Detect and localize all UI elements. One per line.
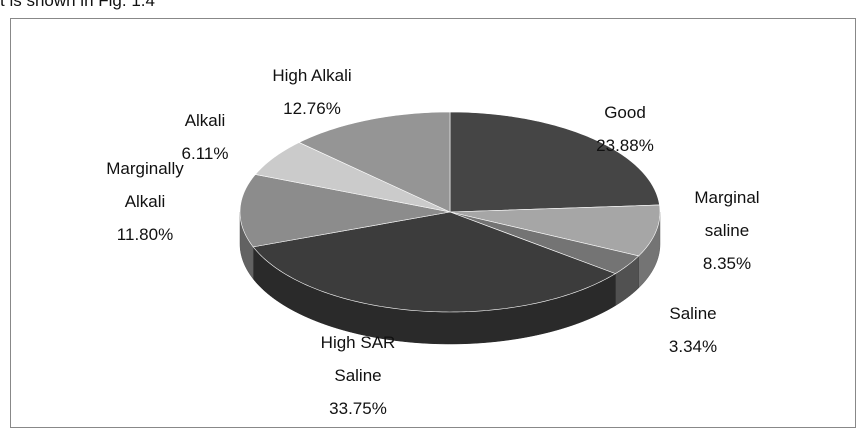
slice xyxy=(254,142,451,213)
slice xyxy=(252,211,617,313)
value-label: 23.88% xyxy=(596,136,654,155)
category-name: Good xyxy=(604,103,646,122)
slice-label: Saline 3.34% xyxy=(653,297,733,363)
value-label: 3.34% xyxy=(668,337,718,356)
category-name: Alkali xyxy=(184,111,226,130)
value-label: 33.75% xyxy=(329,399,387,418)
slice xyxy=(239,174,451,248)
slice xyxy=(449,111,660,213)
slice-label: Marginally Alkali 11.80% xyxy=(88,152,203,251)
category-name: Marginal saline xyxy=(694,188,760,240)
value-label: 11.80% xyxy=(116,225,174,244)
value-label: 8.35% xyxy=(702,254,752,273)
category-name: High SAR Saline xyxy=(320,333,396,385)
slice-label: High Alkali 12.76% xyxy=(252,59,372,125)
slice-label: High SAR Saline 33.75% xyxy=(311,326,406,425)
value-label: 12.76% xyxy=(283,99,341,118)
category-name: High Alkali xyxy=(272,66,352,85)
slice-label: Good 23.88% xyxy=(585,96,665,162)
slice xyxy=(449,211,640,274)
slice-label: Marginal saline 8.35% xyxy=(682,181,772,280)
slice xyxy=(449,204,661,257)
category-name: Saline xyxy=(669,304,717,323)
slice-label: Alkali 6.11% xyxy=(170,104,240,170)
category-name: Marginally Alkali xyxy=(106,159,184,211)
slice xyxy=(298,111,451,213)
text-fragment: t is shown in Fig. 1.4 xyxy=(0,0,155,10)
value-label: 6.11% xyxy=(181,144,229,163)
chart xyxy=(239,111,661,345)
